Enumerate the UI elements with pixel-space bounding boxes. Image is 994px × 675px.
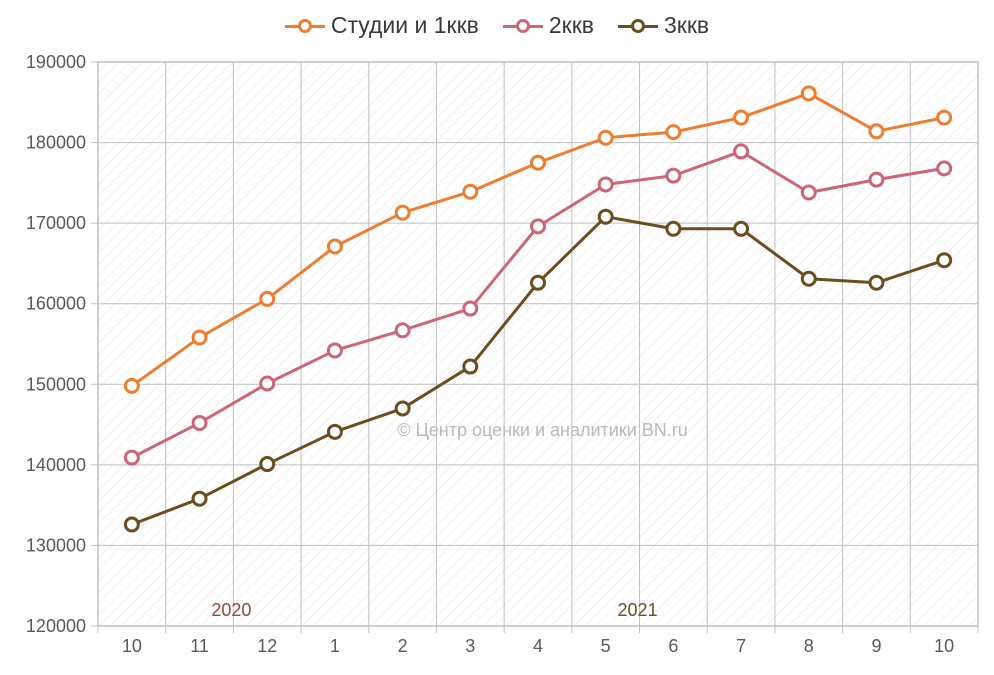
data-point — [938, 111, 951, 124]
data-point — [938, 162, 951, 175]
data-point — [532, 276, 545, 289]
y-axis-label: 160000 — [26, 294, 86, 314]
data-point — [735, 222, 748, 235]
data-point — [328, 425, 341, 438]
x-axis-label: 3 — [465, 636, 475, 656]
legend: Студии и 1ккв 2ккв 3ккв — [0, 12, 994, 42]
legend-label: 3ккв — [664, 12, 709, 39]
x-axis-label: 10 — [122, 636, 142, 656]
y-axis-label: 140000 — [26, 455, 86, 475]
x-axis-label: 2 — [398, 636, 408, 656]
x-axis-label: 7 — [736, 636, 746, 656]
data-point — [261, 377, 274, 390]
legend-label: Студии и 1ккв — [331, 12, 479, 39]
data-point — [802, 87, 815, 100]
data-point — [802, 186, 815, 199]
data-point — [870, 173, 883, 186]
data-point — [193, 331, 206, 344]
y-axis-label: 150000 — [26, 374, 86, 394]
x-axis-label: 12 — [257, 636, 277, 656]
data-point — [532, 156, 545, 169]
data-point — [735, 111, 748, 124]
data-point — [396, 324, 409, 337]
data-point — [464, 185, 477, 198]
legend-label: 2ккв — [549, 12, 594, 39]
y-axis-label: 120000 — [26, 616, 86, 636]
data-point — [599, 131, 612, 144]
data-point — [261, 292, 274, 305]
data-point — [125, 451, 138, 464]
data-point — [396, 402, 409, 415]
legend-marker — [618, 16, 658, 36]
x-axis-label: 10 — [934, 636, 954, 656]
chart-svg: 120000 130000 140000 150000 160000 170000 1800… — [0, 0, 994, 675]
x-axis-label: 9 — [871, 636, 881, 656]
data-point — [599, 210, 612, 223]
data-point — [599, 178, 612, 191]
data-point — [938, 254, 951, 267]
data-point — [328, 344, 341, 357]
y-axis-label: 130000 — [26, 535, 86, 555]
data-point — [328, 240, 341, 253]
data-point — [667, 222, 680, 235]
data-point — [870, 125, 883, 138]
x-axis-label: 6 — [668, 636, 678, 656]
y-axis-label: 170000 — [26, 213, 86, 233]
year-label: 2021 — [618, 600, 658, 621]
legend-item: 3ккв — [618, 12, 709, 39]
data-point — [125, 379, 138, 392]
data-point — [464, 302, 477, 315]
data-point — [125, 518, 138, 531]
x-axis-label: 5 — [601, 636, 611, 656]
data-point — [261, 458, 274, 471]
data-point — [802, 272, 815, 285]
year-label: 2020 — [211, 600, 251, 621]
legend-item: Студии и 1ккв — [285, 12, 479, 39]
y-axis-label: 190000 — [26, 52, 86, 72]
data-point — [667, 169, 680, 182]
x-axis-label: 1 — [330, 636, 340, 656]
data-point — [464, 360, 477, 373]
data-point — [396, 206, 409, 219]
data-point — [735, 145, 748, 158]
data-point — [870, 276, 883, 289]
legend-marker — [285, 16, 325, 36]
x-axis-label: 4 — [533, 636, 543, 656]
legend-item: 2ккв — [503, 12, 594, 39]
data-point — [193, 492, 206, 505]
data-point — [193, 416, 206, 429]
legend-marker — [503, 16, 543, 36]
data-point — [532, 220, 545, 233]
x-axis-label: 8 — [804, 636, 814, 656]
y-axis-label: 180000 — [26, 133, 86, 153]
data-point — [667, 126, 680, 139]
x-axis-label: 11 — [190, 636, 209, 656]
chart-container: 120000 130000 140000 150000 160000 170000 1800… — [0, 0, 994, 675]
